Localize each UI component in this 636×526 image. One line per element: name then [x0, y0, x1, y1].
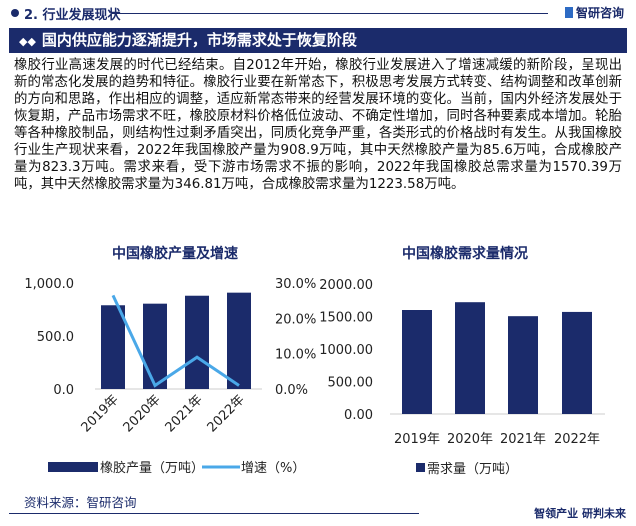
- x-tick-label: 2019年: [394, 432, 440, 447]
- section-title: 2. 行业发展现状: [24, 8, 121, 23]
- brand-name: 智研咨询: [575, 6, 624, 20]
- y2-tick-label: 10.0%: [275, 348, 316, 363]
- bullet-icon: [11, 9, 19, 17]
- growth-line: [111, 294, 240, 388]
- x-tick-label: 2021年: [500, 432, 546, 447]
- bar: [227, 292, 251, 389]
- y-tick-label: 500.00: [328, 376, 374, 391]
- source-note: 资料来源：智研咨询: [24, 495, 137, 510]
- legend-label: 需求量（万吨）: [427, 462, 518, 477]
- body-paragraph: 橡胶行业高速发展的时代已经结束。自2012年开始，橡胶行业发展进入了增速减缓的新…: [14, 58, 622, 192]
- y2-tick-label: 30.0%: [275, 277, 316, 292]
- x-tick-label: 2021年: [163, 392, 206, 435]
- bar: [455, 302, 485, 414]
- brand-logo: 智研咨询: [564, 4, 624, 21]
- bar: [508, 316, 538, 414]
- y-tick-label: 0.00: [344, 408, 373, 423]
- legend-bar-swatch: [48, 462, 98, 472]
- logo-icon: [564, 7, 573, 18]
- bar: [185, 295, 209, 389]
- x-tick-label: 2020年: [447, 432, 493, 447]
- y2-tick-label: 0.0%: [275, 383, 308, 398]
- section-header: 2. 行业发展现状 智研咨询: [0, 0, 636, 26]
- x-tick-label: 2022年: [205, 392, 248, 435]
- legend-label: 增速（%）: [241, 461, 305, 476]
- x-tick-label: 2020年: [121, 392, 164, 435]
- y-tick-label: 0.0: [53, 383, 74, 398]
- footer-divider: [9, 513, 419, 514]
- bar: [101, 305, 125, 389]
- legend-bar-swatch: [416, 463, 425, 472]
- bar: [143, 303, 167, 389]
- slogan: 智领产业 研判未来: [534, 507, 626, 520]
- y-tick-label: 1500.00: [319, 311, 373, 326]
- y-tick-label: 1000.00: [319, 343, 373, 358]
- bar: [402, 310, 432, 414]
- legend-label: 橡胶产量（万吨）: [100, 460, 204, 476]
- chart-title: 中国橡胶产量及增速: [112, 245, 238, 262]
- x-tick-label: 2019年: [79, 392, 122, 435]
- banner: ◆◆ 国内供应能力逐渐提升，市场需求处于恢复阶段: [9, 28, 627, 53]
- y-tick-label: 1,000.0: [24, 277, 74, 292]
- x-tick-label: 2022年: [554, 432, 600, 447]
- banner-title: 国内供应能力逐渐提升，市场需求处于恢复阶段: [41, 31, 357, 49]
- y-tick-label: 500.0: [37, 330, 74, 345]
- y2-tick-label: 20.0%: [275, 312, 316, 327]
- bar: [562, 311, 592, 414]
- divider: [112, 13, 548, 14]
- chart-title: 中国橡胶需求量情况: [402, 245, 528, 262]
- diamond-icon: ◆◆: [19, 35, 36, 48]
- y-tick-label: 2000.00: [319, 278, 373, 293]
